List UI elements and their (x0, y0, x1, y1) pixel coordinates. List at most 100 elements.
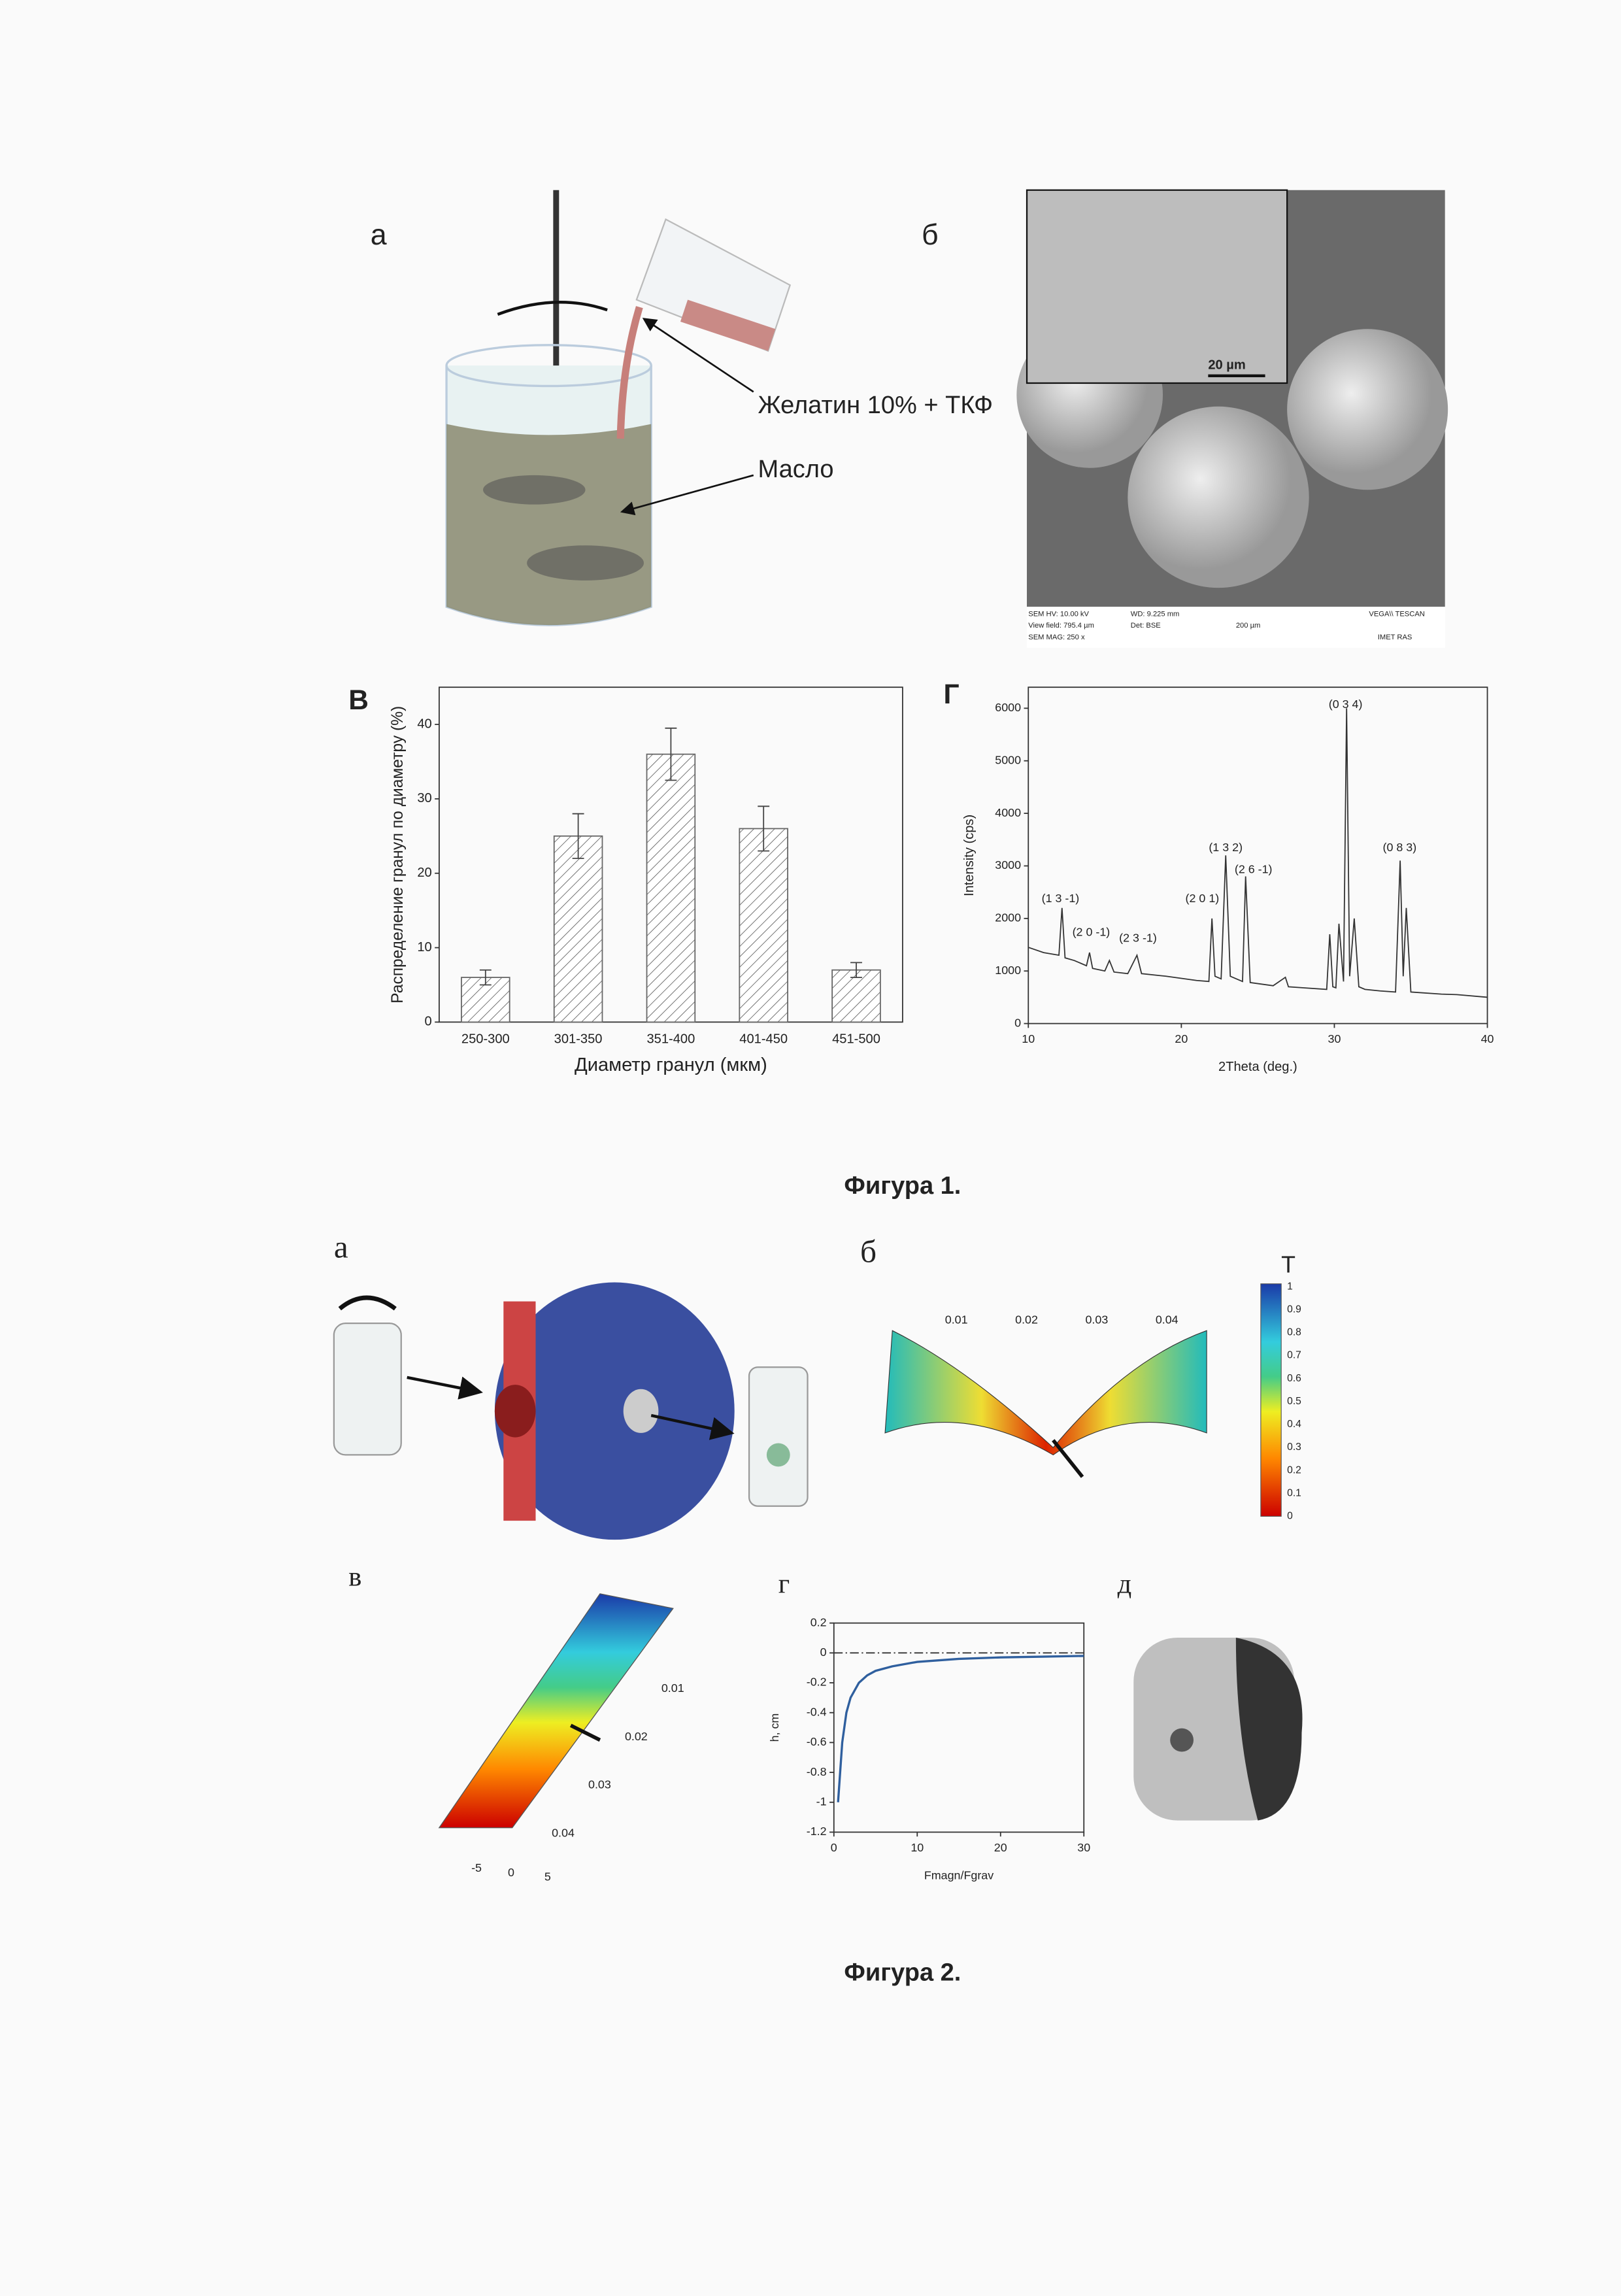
axis-tick: 0.03 (1085, 1313, 1108, 1326)
y-axis-label: h, cm (768, 1714, 781, 1742)
plot-frame (834, 1623, 1084, 1832)
y-tick-label: 6000 (995, 701, 1021, 714)
colorbar-tick: 0.9 (1287, 1304, 1301, 1315)
peak-label: (2 0 1) (1186, 892, 1220, 905)
page-canvas: а Желатин 10% + ТКФ Масло б 20 µm SEM HV… (0, 0, 1621, 2293)
y-tick-label: 0 (820, 1646, 827, 1659)
x-tick-label: 30 (1328, 1032, 1341, 1045)
peak-label: (2 0 -1) (1073, 926, 1111, 939)
data-line (1028, 708, 1487, 997)
y-tick-label: -1 (816, 1795, 827, 1808)
x-tick-label: 0 (831, 1841, 837, 1854)
colorbar-tick: 0.5 (1287, 1396, 1301, 1407)
x-tick-label: 10 (1022, 1032, 1035, 1045)
axis-tick: 0 (508, 1866, 514, 1879)
y-tick-label: 3000 (995, 858, 1021, 871)
x-axis-label: Диаметр гранул (мкм) (575, 1055, 767, 1075)
plot-frame (1028, 687, 1487, 1023)
sem-text: Det: BSE (1131, 622, 1161, 630)
y-tick-label: -0.4 (807, 1705, 827, 1718)
x-tick-label: 10 (911, 1841, 924, 1854)
x-tick-label: 351-400 (646, 1032, 695, 1047)
colorbar-tick: 0 (1287, 1511, 1293, 1522)
bar (647, 754, 695, 1022)
panel-label: б (860, 1233, 877, 1269)
device-illustration (1133, 1638, 1302, 1821)
y-tick-label: 10 (417, 940, 431, 954)
x-axis-label: Fmagn/Fgrav (924, 1868, 994, 1882)
sem-text: View field: 795.4 µm (1028, 622, 1094, 630)
sem-text: IMET RAS (1378, 633, 1412, 641)
sem-text: SEM MAG: 250 x (1028, 633, 1085, 641)
x-tick-label: 401-450 (739, 1032, 788, 1047)
panel-label: а (334, 1229, 348, 1265)
y-tick-label: 4000 (995, 806, 1021, 819)
colorbar-tick: 0.3 (1287, 1442, 1301, 1453)
x-tick-label: 20 (1175, 1032, 1188, 1045)
axis-tick: 0.04 (1156, 1313, 1178, 1326)
panel-label: д (1118, 1568, 1132, 1599)
y-tick-label: 20 (417, 866, 431, 880)
panel-label: б (922, 219, 939, 251)
colorbar-tick: 0.4 (1287, 1419, 1301, 1430)
axis-tick: -5 (471, 1861, 482, 1874)
y-tick-label: 30 (417, 791, 431, 805)
peak-label: (0 3 4) (1329, 698, 1363, 711)
y-tick-label: -0.6 (807, 1735, 827, 1748)
peak-label: (2 3 -1) (1119, 932, 1157, 945)
colorbar-tick: 0.7 (1287, 1350, 1301, 1361)
figure-caption: Фигура 1. (844, 1172, 961, 1200)
sem-text: 200 µm (1236, 622, 1261, 630)
panel-label: Г (944, 679, 960, 710)
axis-tick: 5 (544, 1870, 551, 1883)
y-tick-label: 1000 (995, 964, 1021, 977)
page: {"figure1":{"label_a":"а","label_b":"б",… (0, 0, 1621, 2293)
axis-tick: 0.01 (945, 1313, 968, 1326)
axis-tick: 0.01 (661, 1681, 684, 1695)
y-tick-label: 0.2 (811, 1615, 827, 1629)
x-tick-label: 40 (1481, 1032, 1494, 1045)
colorbar-tick: 0.1 (1287, 1487, 1301, 1498)
y-axis-label: Intensity (cps) (962, 815, 977, 896)
y-tick-label: -0.2 (807, 1676, 827, 1689)
peak-label: (0 8 3) (1383, 841, 1417, 854)
sem-text: SEM HV: 10.00 kV (1028, 610, 1089, 618)
bar (739, 828, 788, 1022)
panel-label: в (348, 1561, 361, 1592)
y-tick-label: 5000 (995, 753, 1021, 766)
axis-tick: 0.02 (1015, 1313, 1038, 1326)
annotation: Желатин 10% + ТКФ (758, 392, 993, 419)
surface-c (439, 1594, 673, 1828)
peak-label: (1 3 2) (1209, 841, 1243, 854)
sem-image (1016, 190, 1448, 648)
y-axis-label: Распределение гранул по диаметру (%) (389, 706, 407, 1004)
x-tick-label: 250-300 (461, 1032, 510, 1047)
panel-label: г (778, 1568, 790, 1599)
sem-text: VEGA\\ TESCAN (1369, 610, 1424, 618)
y-tick-label: -1.2 (807, 1825, 827, 1838)
colorbar-tick: 0.6 (1287, 1373, 1301, 1384)
colorbar-title: T (1281, 1251, 1295, 1277)
rotation-illustration (334, 1283, 808, 1540)
x-tick-label: 20 (994, 1841, 1007, 1854)
sem-text: WD: 9.225 mm (1131, 610, 1180, 618)
colorbar-tick: 0.2 (1287, 1464, 1301, 1476)
bar (554, 836, 603, 1022)
axis-tick: 0.04 (552, 1826, 575, 1839)
peak-label: (2 6 -1) (1235, 863, 1273, 876)
y-tick-label: 40 (417, 717, 431, 731)
peak-label: (1 3 -1) (1042, 892, 1080, 905)
axis-tick: 0.02 (625, 1730, 648, 1743)
x-axis-label: 2Theta (deg.) (1218, 1060, 1297, 1074)
x-tick-label: 30 (1077, 1841, 1090, 1854)
beaker-illustration (446, 190, 790, 625)
colorbar-tick: 0.8 (1287, 1327, 1301, 1338)
panel-label: а (371, 219, 387, 251)
y-tick-label: 0 (1014, 1016, 1021, 1029)
axis-tick: 0.03 (588, 1778, 611, 1791)
data-line (838, 1656, 1084, 1802)
x-tick-label: 301-350 (554, 1032, 603, 1047)
annotation: Масло (758, 456, 833, 483)
panel-label: В (348, 685, 369, 716)
y-tick-label: 2000 (995, 911, 1021, 924)
